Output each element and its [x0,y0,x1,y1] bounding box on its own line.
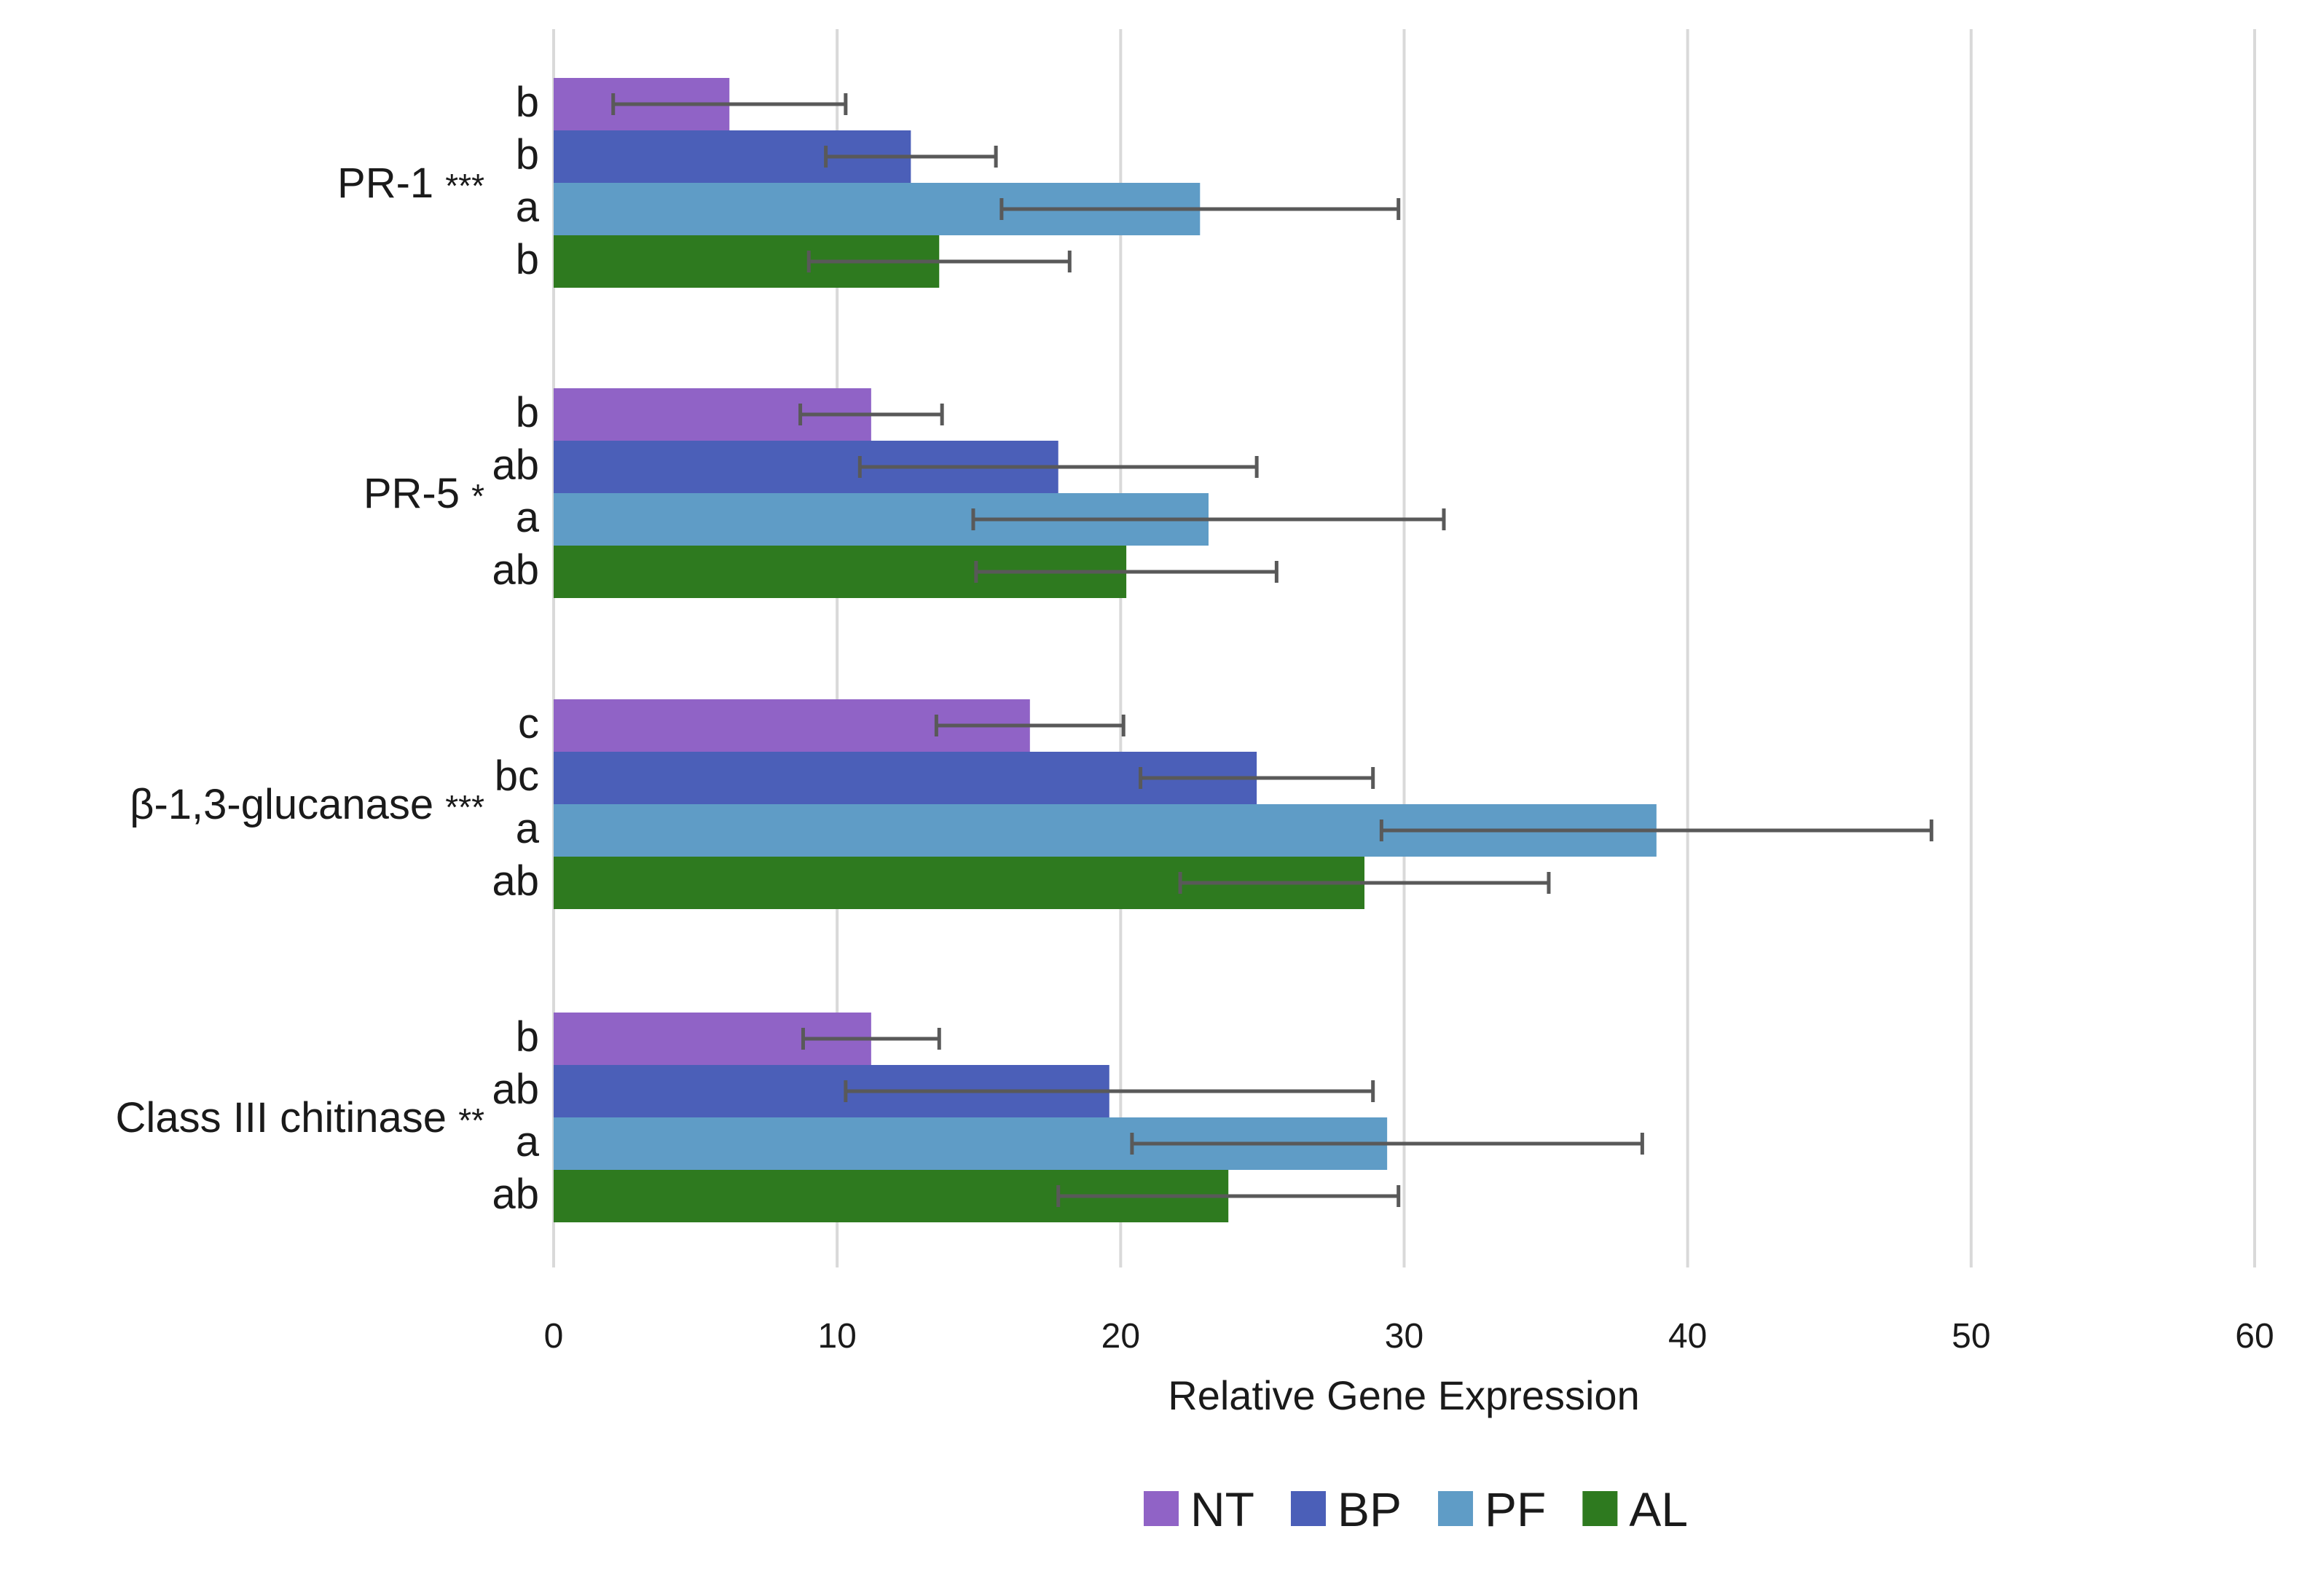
x-tick-label: 60 [2235,1317,2274,1356]
x-tick-label: 50 [1952,1317,1990,1356]
significance-stars: *** [445,788,484,826]
gene-label: Class III chitinase ** [116,1094,485,1141]
significance-letter: b [516,131,539,178]
x-tick-label: 20 [1101,1317,1140,1356]
gene-name: β-1,3-glucanase [130,781,445,828]
significance-letter: b [516,389,539,436]
legend-label-al: AL [1629,1482,1688,1536]
significance-letter: ab [492,546,539,594]
legend-swatch-bp [1290,1491,1326,1526]
legend-swatch-pf [1438,1491,1474,1526]
legend: NT BP PF AL [1144,1482,1688,1536]
significance-letter: c [518,700,539,747]
legend-swatch-al [1582,1491,1618,1526]
significance-letter: b [516,236,539,283]
gene-name: PR-5 [364,470,471,517]
significance-stars: *** [445,167,484,205]
significance-letter: ab [492,1066,539,1113]
significance-letter: ab [492,857,539,905]
legend-label-nt: NT [1190,1482,1254,1536]
x-tick-label: 0 [544,1317,564,1356]
bars [554,78,1657,1222]
significance-letter: a [516,184,540,231]
gene-name: Class III chitinase [116,1094,459,1141]
significance-letter: ab [492,441,539,489]
x-axis-ticks: 0 10 20 30 40 50 60 [544,1317,2274,1356]
significance-letter: a [516,494,540,541]
significance-letter: ab [492,1171,539,1218]
gene-name: PR-1 [337,160,445,207]
x-axis-title: Relative Gene Expression [1168,1372,1639,1418]
significance-stars: * [471,477,484,515]
gene-label: PR-1 *** [337,160,484,207]
gene-label: PR-5 * [364,470,484,517]
significance-letter: b [516,1013,539,1061]
x-tick-label: 40 [1668,1317,1707,1356]
legend-swatch-nt [1144,1491,1179,1526]
significance-letter: a [516,805,540,852]
significance-letter: a [516,1118,540,1165]
x-tick-label: 10 [817,1317,856,1356]
error-bars [611,93,1933,1207]
legend-label-bp: BP [1337,1482,1402,1536]
legend-label-pf: PF [1485,1482,1546,1536]
gene-label: β-1,3-glucanase *** [130,781,484,828]
x-tick-label: 30 [1385,1317,1423,1356]
significance-letter: b [516,79,539,126]
significance-stars: ** [458,1101,484,1139]
significance-letter: bc [495,752,539,800]
